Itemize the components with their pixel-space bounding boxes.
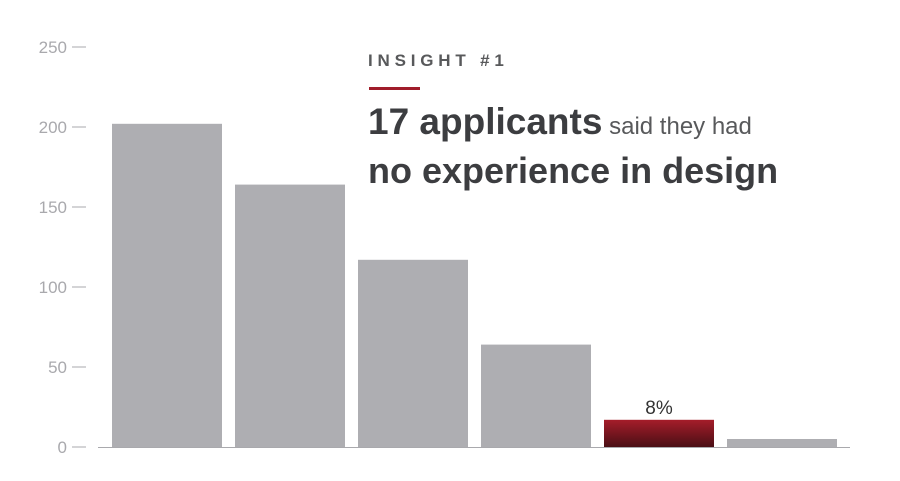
headline-rest: said they had — [602, 113, 752, 140]
y-tick-label: 200 — [39, 118, 67, 137]
insight-kicker: INSIGHT #1 — [368, 51, 509, 70]
bar — [358, 259, 468, 447]
bar-highlighted — [604, 419, 714, 447]
data-labels: 8% — [645, 398, 673, 419]
headline-emphasis: 17 applicants — [368, 101, 603, 142]
bar — [112, 123, 222, 448]
bar — [727, 439, 837, 447]
insight-headline: 17 applicants said they had no experienc… — [368, 96, 888, 189]
bar — [481, 344, 591, 447]
bar-data-label: 8% — [645, 398, 673, 419]
y-tick-label: 0 — [58, 438, 67, 457]
kicker-underline — [369, 87, 420, 90]
bar — [235, 184, 345, 447]
y-tick-label: 100 — [39, 278, 67, 297]
bars — [112, 123, 837, 448]
y-axis: 0 50 100 150 200 250 — [39, 38, 86, 457]
y-tick-label: 250 — [39, 38, 67, 57]
headline-line-2: no experience in design — [368, 150, 779, 191]
headline-line-1: 17 applicants said they had — [368, 96, 888, 153]
y-tick-label: 50 — [48, 358, 67, 377]
y-tick-label: 150 — [39, 198, 67, 217]
